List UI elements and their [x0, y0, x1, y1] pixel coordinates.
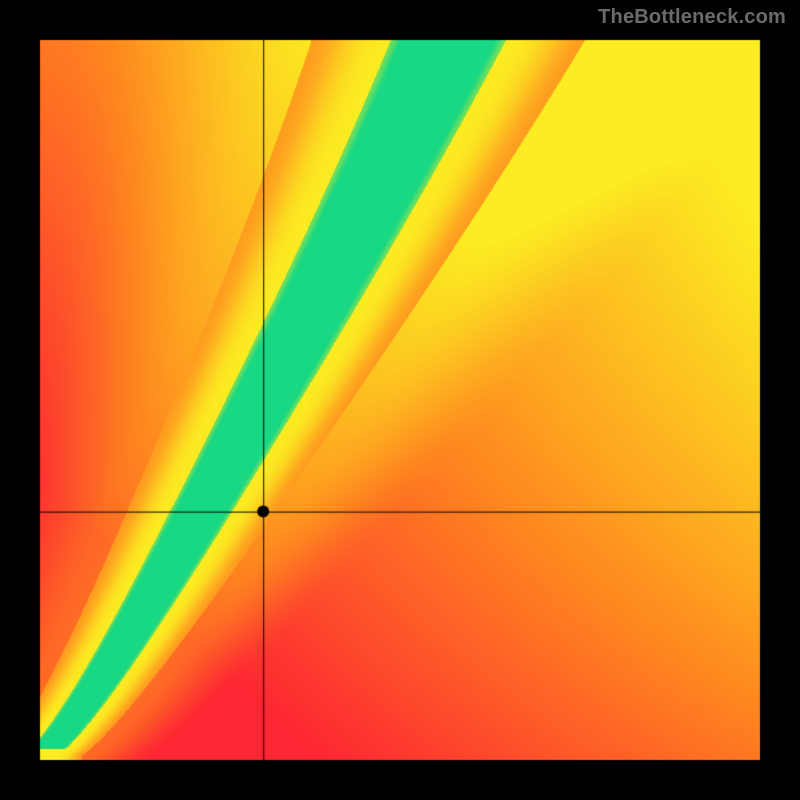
- chart-container: TheBottleneck.com: [0, 0, 800, 800]
- heatmap-canvas: [0, 0, 800, 800]
- watermark-label: TheBottleneck.com: [598, 6, 786, 29]
